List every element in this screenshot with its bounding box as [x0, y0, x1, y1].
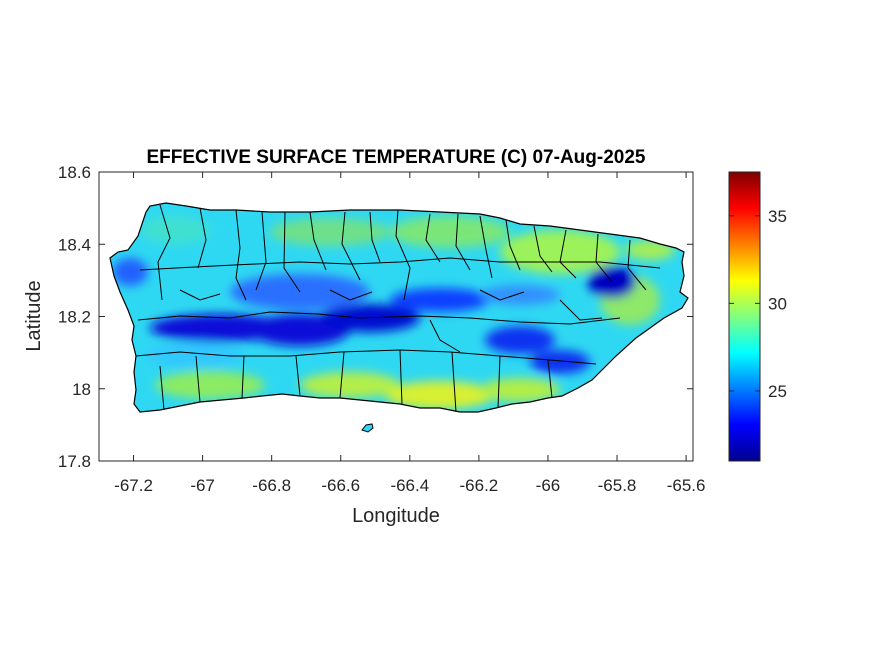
x-tick-label: -65.6	[667, 476, 706, 495]
temperature-patch	[385, 381, 495, 409]
municipality-border	[157, 204, 171, 301]
colorbar-tick-label: 35	[768, 207, 787, 226]
y-axis-ticks: 17.8 18 18.2 18.4 18.6	[58, 163, 693, 471]
temperature-patch	[270, 218, 390, 246]
municipality-border	[399, 349, 403, 405]
temperature-patch	[112, 258, 148, 286]
municipality-border	[309, 211, 327, 271]
x-axis-label: Longitude	[352, 505, 440, 527]
municipality-border	[235, 209, 247, 301]
caja-de-muertos-island	[361, 423, 374, 433]
y-tick-label: 18	[72, 380, 91, 399]
temperature-patch	[140, 216, 210, 244]
municipality-border	[339, 351, 345, 399]
x-tick-label: -66.2	[460, 476, 499, 495]
municipality-border	[497, 355, 501, 409]
temperature-patch	[500, 230, 620, 274]
y-axis-label: Latitude	[23, 280, 45, 351]
x-tick-label: -67	[190, 476, 215, 495]
x-tick-label: -66	[536, 476, 561, 495]
colorbar-tick-label: 30	[768, 294, 787, 313]
colorbar-ticks: 25 30 35	[729, 207, 787, 401]
x-tick-label: -65.8	[598, 476, 637, 495]
temperature-patch	[155, 371, 265, 399]
municipality-border	[241, 355, 245, 399]
municipality-border	[533, 225, 553, 273]
municipality-border	[479, 215, 493, 279]
y-tick-label: 18.4	[58, 235, 91, 254]
municipality-border	[369, 211, 381, 263]
municipality-border	[451, 351, 457, 413]
temperature-patch	[480, 285, 560, 305]
temperature-patch	[530, 350, 590, 374]
municipality-border	[195, 355, 201, 403]
municipality-border	[179, 289, 221, 301]
colorbar	[728, 171, 761, 462]
municipality-border	[627, 239, 647, 291]
y-tick-label: 17.8	[58, 452, 91, 471]
municipality-border	[197, 207, 207, 269]
municipality-boundaries	[135, 204, 661, 413]
x-tick-label: -66.8	[252, 476, 291, 495]
temperature-patch	[390, 216, 510, 248]
municipality-border	[429, 319, 461, 353]
temperature-patch	[145, 343, 245, 367]
municipality-border	[341, 211, 361, 281]
municipality-border	[139, 257, 661, 271]
temperature-patch	[480, 378, 560, 402]
temperature-patch	[485, 326, 555, 354]
municipality-border	[135, 349, 597, 365]
municipality-border	[559, 299, 603, 321]
municipality-border	[159, 365, 165, 411]
x-axis-ticks: -67.2 -67 -66.8 -66.6 -66.4 -66.2 -66 -65.8 -65.…	[114, 172, 705, 495]
temperature-patch	[390, 288, 490, 312]
municipality-border	[425, 213, 441, 263]
municipality-border	[295, 355, 301, 397]
colorbar-tick-label: 25	[768, 382, 787, 401]
island-coastline	[109, 202, 689, 413]
municipality-border	[283, 211, 301, 293]
temperature-field	[110, 203, 688, 412]
municipality-border	[479, 289, 525, 301]
municipality-border	[329, 289, 373, 301]
municipality-border	[137, 311, 621, 325]
temperature-patch	[300, 372, 400, 398]
municipality-border	[255, 211, 267, 291]
x-tick-label: -66.4	[390, 476, 429, 495]
municipality-border	[547, 359, 553, 399]
municipality-border	[455, 213, 471, 271]
x-tick-label: -67.2	[114, 476, 153, 495]
chart-title: EFFECTIVE SURFACE TEMPERATURE (C) 07-Aug…	[147, 147, 646, 168]
y-tick-label: 18.2	[58, 308, 91, 327]
municipality-border	[395, 209, 411, 301]
x-tick-label: -66.6	[321, 476, 360, 495]
temperature-blobs	[112, 216, 675, 409]
y-tick-label: 18.6	[58, 163, 91, 182]
